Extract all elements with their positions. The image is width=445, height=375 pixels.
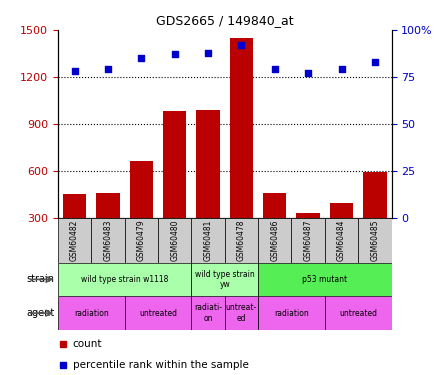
Text: GSM60479: GSM60479 (137, 219, 146, 261)
Text: count: count (73, 339, 102, 349)
Text: radiation: radiation (274, 309, 309, 318)
Text: GSM60483: GSM60483 (103, 219, 113, 261)
Bar (258, 296, 325, 330)
Text: GSM60482: GSM60482 (70, 219, 79, 261)
Bar (191, 296, 225, 330)
Text: untreated: untreated (139, 309, 177, 318)
Text: GSM60487: GSM60487 (303, 219, 313, 261)
Bar (258, 217, 291, 262)
Point (138, 55, 145, 61)
Text: radiati-
on: radiati- on (194, 303, 222, 323)
Point (171, 51, 178, 57)
Bar (296, 213, 320, 264)
Text: p53 mutant: p53 mutant (302, 275, 348, 284)
Text: wild type strain
yw: wild type strain yw (195, 270, 255, 289)
Text: GSM60484: GSM60484 (337, 219, 346, 261)
Bar (363, 172, 387, 264)
Bar (91, 217, 125, 262)
Text: untreat-
ed: untreat- ed (226, 303, 257, 323)
Point (372, 59, 379, 65)
Bar (325, 296, 392, 330)
Text: wild type strain w1118: wild type strain w1118 (81, 275, 168, 284)
Bar (325, 217, 358, 262)
Point (205, 50, 212, 55)
Point (238, 42, 245, 48)
Bar (58, 217, 91, 262)
Point (305, 70, 312, 76)
Bar (58, 296, 125, 330)
Bar (225, 296, 258, 330)
Bar (230, 38, 253, 264)
Bar (225, 217, 258, 262)
Bar (96, 192, 120, 264)
Bar (63, 194, 86, 264)
Text: GSM60486: GSM60486 (270, 219, 279, 261)
Bar (125, 296, 191, 330)
Text: percentile rank within the sample: percentile rank within the sample (73, 360, 249, 370)
Bar (196, 110, 220, 264)
Text: GSM60480: GSM60480 (170, 219, 179, 261)
Point (271, 66, 279, 72)
Bar (330, 203, 353, 264)
Point (105, 66, 112, 72)
Text: GSM60485: GSM60485 (370, 219, 380, 261)
Title: GDS2665 / 149840_at: GDS2665 / 149840_at (156, 15, 294, 27)
Bar (291, 217, 325, 262)
Bar (191, 262, 258, 296)
Point (338, 66, 345, 72)
Point (71, 68, 78, 74)
Text: untreated: untreated (339, 309, 377, 318)
Bar (258, 262, 392, 296)
Bar (129, 161, 153, 264)
Bar (191, 217, 225, 262)
Text: radiation: radiation (74, 309, 109, 318)
Text: agent: agent (26, 308, 55, 318)
Text: GSM60478: GSM60478 (237, 219, 246, 261)
Text: GSM60481: GSM60481 (203, 219, 213, 261)
Bar (58, 262, 191, 296)
Text: strain: strain (27, 274, 55, 284)
Bar (158, 217, 191, 262)
Bar (358, 217, 392, 262)
Bar (125, 217, 158, 262)
Bar (163, 111, 186, 264)
Bar (263, 192, 287, 264)
